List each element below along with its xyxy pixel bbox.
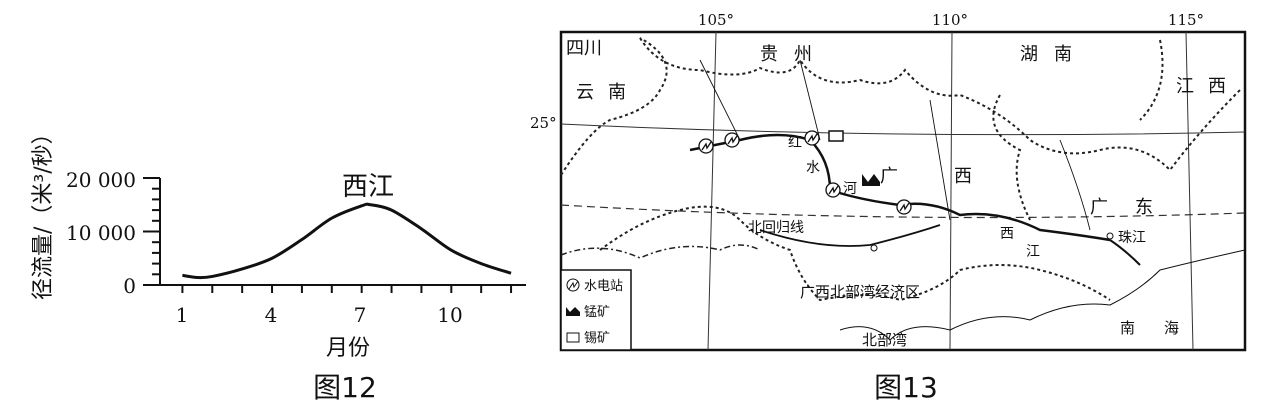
legend-label: 锡矿 [584, 331, 610, 346]
tropic-of-cancer [560, 204, 1246, 219]
x-axis-label: 月份 [326, 336, 370, 361]
national-border [560, 244, 761, 259]
y-tick-label: 10 000 [66, 221, 136, 245]
river-label: 西 [1000, 226, 1014, 242]
hydropower-station-icon [896, 199, 912, 215]
longitude-label: 115° [1168, 11, 1204, 29]
tin-icon [566, 332, 580, 343]
tributary-river [759, 224, 941, 247]
province-label: 四川 [566, 38, 602, 59]
province-label: 西 [954, 166, 972, 187]
city-icon [870, 244, 878, 252]
figure-caption: 图13 [874, 371, 938, 404]
city-icon [1106, 232, 1114, 240]
sea-label: 北部湾 [862, 331, 907, 349]
province-label: 湖南 [1020, 44, 1088, 65]
longitude-label: 110° [932, 11, 968, 29]
province-label: 东 [1135, 197, 1153, 218]
hydropower-station-icon [724, 132, 740, 148]
map-legend: 水电站 锰矿 锡矿 [560, 269, 632, 351]
hydropower-station-icon [698, 138, 714, 154]
map-frame [559, 30, 1247, 352]
map: 105° 110° 115° 25° [530, 11, 1247, 404]
figure-caption: 图12 [313, 371, 377, 404]
river-label: 珠江 [1118, 230, 1146, 246]
province-label: 广 [1090, 197, 1108, 218]
series-line-xijiang [182, 202, 512, 280]
province-borders [560, 37, 1241, 302]
province-label: 江西 [1176, 76, 1240, 97]
y-axis-label: 径流量/（米³/秒） [31, 122, 56, 300]
manganese-mine-icon [862, 174, 880, 186]
sea-label: 海 [1164, 319, 1179, 337]
runoff-chart: 径流量/（米³/秒） 20 000 10 000 0 1 4 7 10 月份 西… [31, 122, 526, 404]
y-tick-label: 0 [123, 274, 136, 298]
river-label: 河 [843, 181, 857, 197]
coastline [839, 249, 1246, 341]
hydropower-station-icon [804, 130, 820, 146]
graticule [560, 31, 1246, 351]
x-tick-label: 10 [437, 303, 462, 327]
legend-label: 锰矿 [584, 305, 610, 320]
economic-zone-label: 广西北部湾经济区 [800, 283, 920, 301]
x-tick-label: 7 [354, 303, 367, 327]
river-label: 红 [788, 135, 802, 151]
x-tick-label: 1 [176, 303, 189, 327]
hydropower-icon [566, 278, 580, 292]
latitude-label: 25° [530, 114, 557, 132]
legend-label: 水电站 [584, 279, 623, 294]
longitude-label: 105° [698, 11, 734, 29]
river-label: 江 [1026, 244, 1040, 260]
river-label: 水 [806, 160, 820, 176]
tropic-label: 北回归线 [748, 219, 804, 236]
x-tick-label: 4 [265, 303, 278, 327]
manganese-icon [566, 307, 580, 316]
hydropower-station-icon [825, 182, 841, 198]
tin-mine-icon [828, 130, 844, 142]
province-label: 贵州 [760, 44, 828, 65]
pearl-river-delta [1109, 239, 1141, 266]
y-tick-label: 20 000 [66, 168, 136, 192]
sea-label: 南 [1120, 319, 1135, 337]
hydropower-stations [698, 130, 912, 215]
province-label: 云南 [576, 82, 640, 103]
series-label: 西江 [342, 172, 394, 202]
province-label: 广 [880, 166, 898, 187]
